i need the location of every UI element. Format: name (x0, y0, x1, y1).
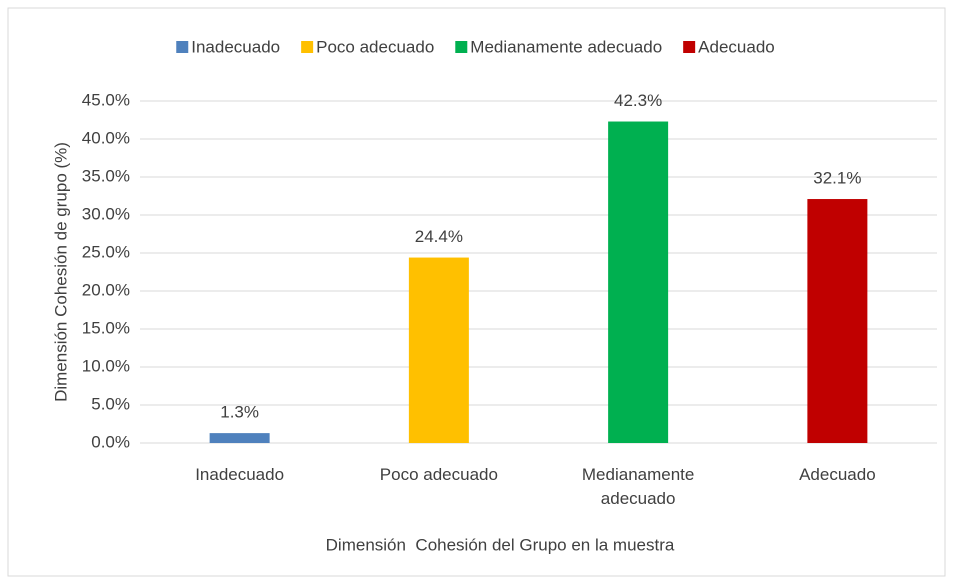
legend-label: Poco adecuado (316, 37, 434, 56)
legend-label: Inadecuado (191, 37, 280, 56)
y-tick-label: 10.0% (82, 356, 130, 375)
data-label: 1.3% (220, 403, 259, 422)
y-axis-label: Dimensión Cohesión de grupo (%) (51, 142, 70, 402)
x-tick-label: Adecuado (799, 465, 876, 484)
legend-label: Adecuado (698, 37, 775, 56)
x-tick-label: Poco adecuado (379, 465, 498, 484)
legend-swatch (455, 41, 468, 53)
x-axis-label: Dimensión Cohesión del Grupo en la muest… (326, 535, 675, 554)
y-tick-label: 20.0% (82, 280, 130, 299)
y-tick-label: 45.0% (82, 90, 130, 109)
y-tick-label: 35.0% (82, 166, 130, 185)
bar (807, 199, 868, 443)
legend-label: Medianamente adecuado (470, 37, 662, 56)
y-tick-label: 0.0% (91, 432, 130, 451)
chart-border (7, 7, 946, 577)
y-tick-label: 15.0% (82, 318, 130, 337)
data-label: 32.1% (813, 169, 861, 188)
data-label: 24.4% (415, 227, 463, 246)
bar (608, 121, 669, 444)
y-tick-label: 5.0% (91, 394, 130, 413)
x-tick-label: Medianamente adecuado (581, 465, 695, 508)
y-tick-label: 30.0% (82, 204, 130, 223)
data-label: 42.3% (614, 91, 662, 110)
legend-swatch (301, 41, 314, 53)
bar (209, 433, 270, 443)
legend-swatch (683, 41, 696, 53)
y-tick-label: 40.0% (82, 128, 130, 147)
bar (408, 257, 469, 443)
y-tick-label: 25.0% (82, 242, 130, 261)
x-tick-label: Inadecuado (195, 465, 285, 484)
legend-swatch (176, 41, 189, 53)
